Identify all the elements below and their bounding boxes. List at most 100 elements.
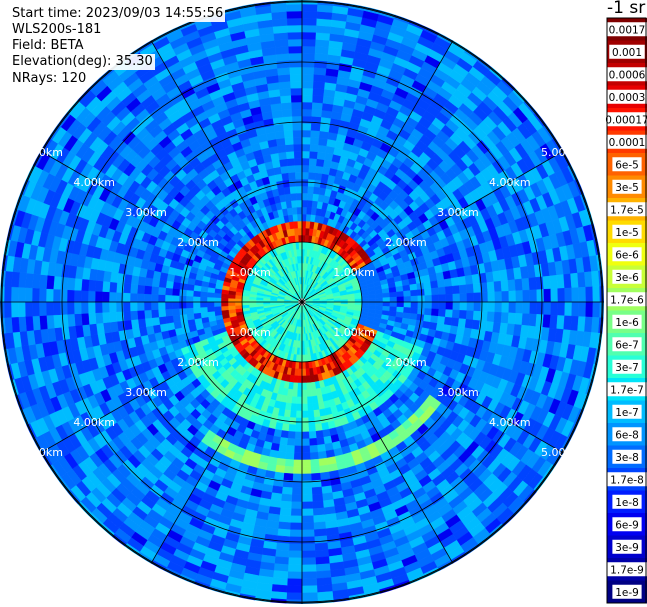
heatmap-cell bbox=[74, 313, 83, 327]
heatmap-cell bbox=[301, 578, 318, 587]
heatmap-cell bbox=[557, 287, 566, 303]
heatmap-cell bbox=[287, 557, 303, 566]
heatmap-cell bbox=[361, 294, 370, 300]
heatmap-cell bbox=[192, 290, 201, 297]
heatmap-cell bbox=[365, 0, 384, 8]
heatmap-cell bbox=[396, 301, 405, 308]
heatmap-cell bbox=[220, 301, 229, 307]
heatmap-cell bbox=[164, 301, 173, 310]
heatmap-cell bbox=[316, 591, 334, 600]
heatmap-cell bbox=[214, 310, 223, 317]
heatmap-cell bbox=[301, 452, 311, 461]
heatmap-cell bbox=[0, 349, 4, 368]
heatmap-cell bbox=[10, 411, 24, 430]
heatmap-cell bbox=[296, 403, 303, 412]
heatmap-cell bbox=[307, 410, 315, 419]
heatmap-cell bbox=[301, 375, 307, 384]
heatmap-cell bbox=[318, 457, 329, 467]
heatmap-cell bbox=[528, 277, 537, 291]
heatmap-cell bbox=[205, 591, 224, 604]
heatmap-cell bbox=[143, 293, 152, 303]
heatmap-cell bbox=[507, 279, 516, 292]
heatmap-cell bbox=[157, 301, 166, 310]
heatmap-cell bbox=[316, 4, 334, 13]
heatmap-cell bbox=[536, 301, 545, 315]
heatmap-cell bbox=[417, 295, 426, 303]
heatmap-cell bbox=[311, 102, 324, 111]
heatmap-cell bbox=[375, 293, 384, 299]
heatmap-cell bbox=[213, 305, 222, 312]
heatmap-cell bbox=[310, 458, 320, 468]
heatmap-cell bbox=[529, 301, 538, 315]
heatmap-cell bbox=[301, 347, 306, 356]
heatmap-cell bbox=[306, 396, 313, 405]
heatmap-cell bbox=[314, 423, 323, 432]
heatmap-cell bbox=[580, 411, 594, 430]
heatmap-cell bbox=[431, 301, 440, 310]
heatmap-cell bbox=[382, 301, 391, 307]
heatmap-cell bbox=[368, 301, 377, 307]
heatmap-cell bbox=[542, 275, 551, 290]
heatmap-cell bbox=[487, 301, 496, 313]
heatmap-cell bbox=[136, 284, 146, 294]
heatmap-cell bbox=[199, 301, 208, 308]
heatmap-cell bbox=[315, 32, 331, 41]
heatmap-cell bbox=[430, 315, 439, 324]
heatmap-cell bbox=[301, 10, 318, 19]
heatmap-cell bbox=[241, 304, 250, 309]
heatmap-cell bbox=[410, 295, 419, 303]
heatmap-cell bbox=[270, 591, 288, 600]
heatmap-cell bbox=[381, 287, 390, 294]
heatmap-cell bbox=[291, 494, 303, 503]
heatmap-cell bbox=[25, 315, 34, 332]
heatmap-cell bbox=[368, 297, 377, 303]
heatmap-cell bbox=[10, 174, 24, 193]
heatmap-cell bbox=[151, 278, 161, 288]
heatmap-cell bbox=[450, 317, 460, 327]
heatmap-cell bbox=[315, 570, 332, 579]
heatmap-cell bbox=[501, 290, 510, 303]
heatmap-cell bbox=[313, 74, 327, 83]
heatmap-cell bbox=[234, 301, 243, 306]
heatmap-cell bbox=[294, 438, 303, 447]
heatmap-cell bbox=[301, 227, 307, 236]
heatmap-cell bbox=[375, 301, 384, 307]
heatmap-cell bbox=[403, 307, 412, 314]
heatmap-cell bbox=[298, 354, 303, 363]
heatmap-cell bbox=[150, 293, 159, 303]
heatmap-cell bbox=[315, 430, 324, 439]
heatmap-cell bbox=[95, 280, 104, 292]
heatmap-cell bbox=[285, 444, 295, 454]
heatmap-cell bbox=[408, 277, 417, 286]
heatmap-cell bbox=[66, 301, 75, 315]
heatmap-cell bbox=[403, 290, 412, 297]
heatmap-cell bbox=[289, 410, 297, 419]
heatmap-cell bbox=[293, 459, 303, 468]
heatmap-cell bbox=[185, 295, 194, 303]
heatmap-cell bbox=[136, 310, 146, 320]
heatmap-cell bbox=[10, 301, 19, 318]
heatmap-cell bbox=[301, 73, 315, 82]
heatmap-cell bbox=[396, 5, 415, 18]
heatmap-cell bbox=[301, 550, 316, 559]
heatmap-cell bbox=[301, 445, 311, 454]
heatmap-cell bbox=[508, 301, 517, 314]
heatmap-cell bbox=[301, 17, 318, 26]
heatmap-cell bbox=[437, 279, 446, 288]
heatmap-cell bbox=[123, 319, 133, 331]
heatmap-cell bbox=[501, 301, 510, 314]
heatmap-cell bbox=[288, 550, 303, 559]
heatmap-cell bbox=[32, 273, 41, 289]
heatmap-cell bbox=[292, 466, 303, 475]
heatmap-cell bbox=[38, 301, 47, 317]
heatmap-cell bbox=[59, 301, 68, 315]
heatmap-cell bbox=[206, 291, 215, 298]
heatmap-cell bbox=[137, 275, 147, 286]
heatmap-cell bbox=[289, 522, 303, 531]
heatmap-cell bbox=[472, 310, 482, 321]
heatmap-cell bbox=[308, 431, 317, 440]
heatmap-cell bbox=[273, 563, 289, 572]
heatmap-cell bbox=[45, 301, 54, 316]
heatmap-cell bbox=[596, 220, 604, 239]
